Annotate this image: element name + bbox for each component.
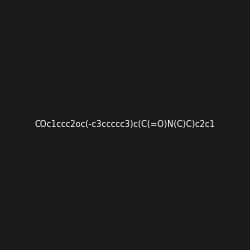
Text: COc1ccc2oc(-c3ccccc3)c(C(=O)N(C)C)c2c1: COc1ccc2oc(-c3ccccc3)c(C(=O)N(C)C)c2c1 <box>34 120 216 130</box>
